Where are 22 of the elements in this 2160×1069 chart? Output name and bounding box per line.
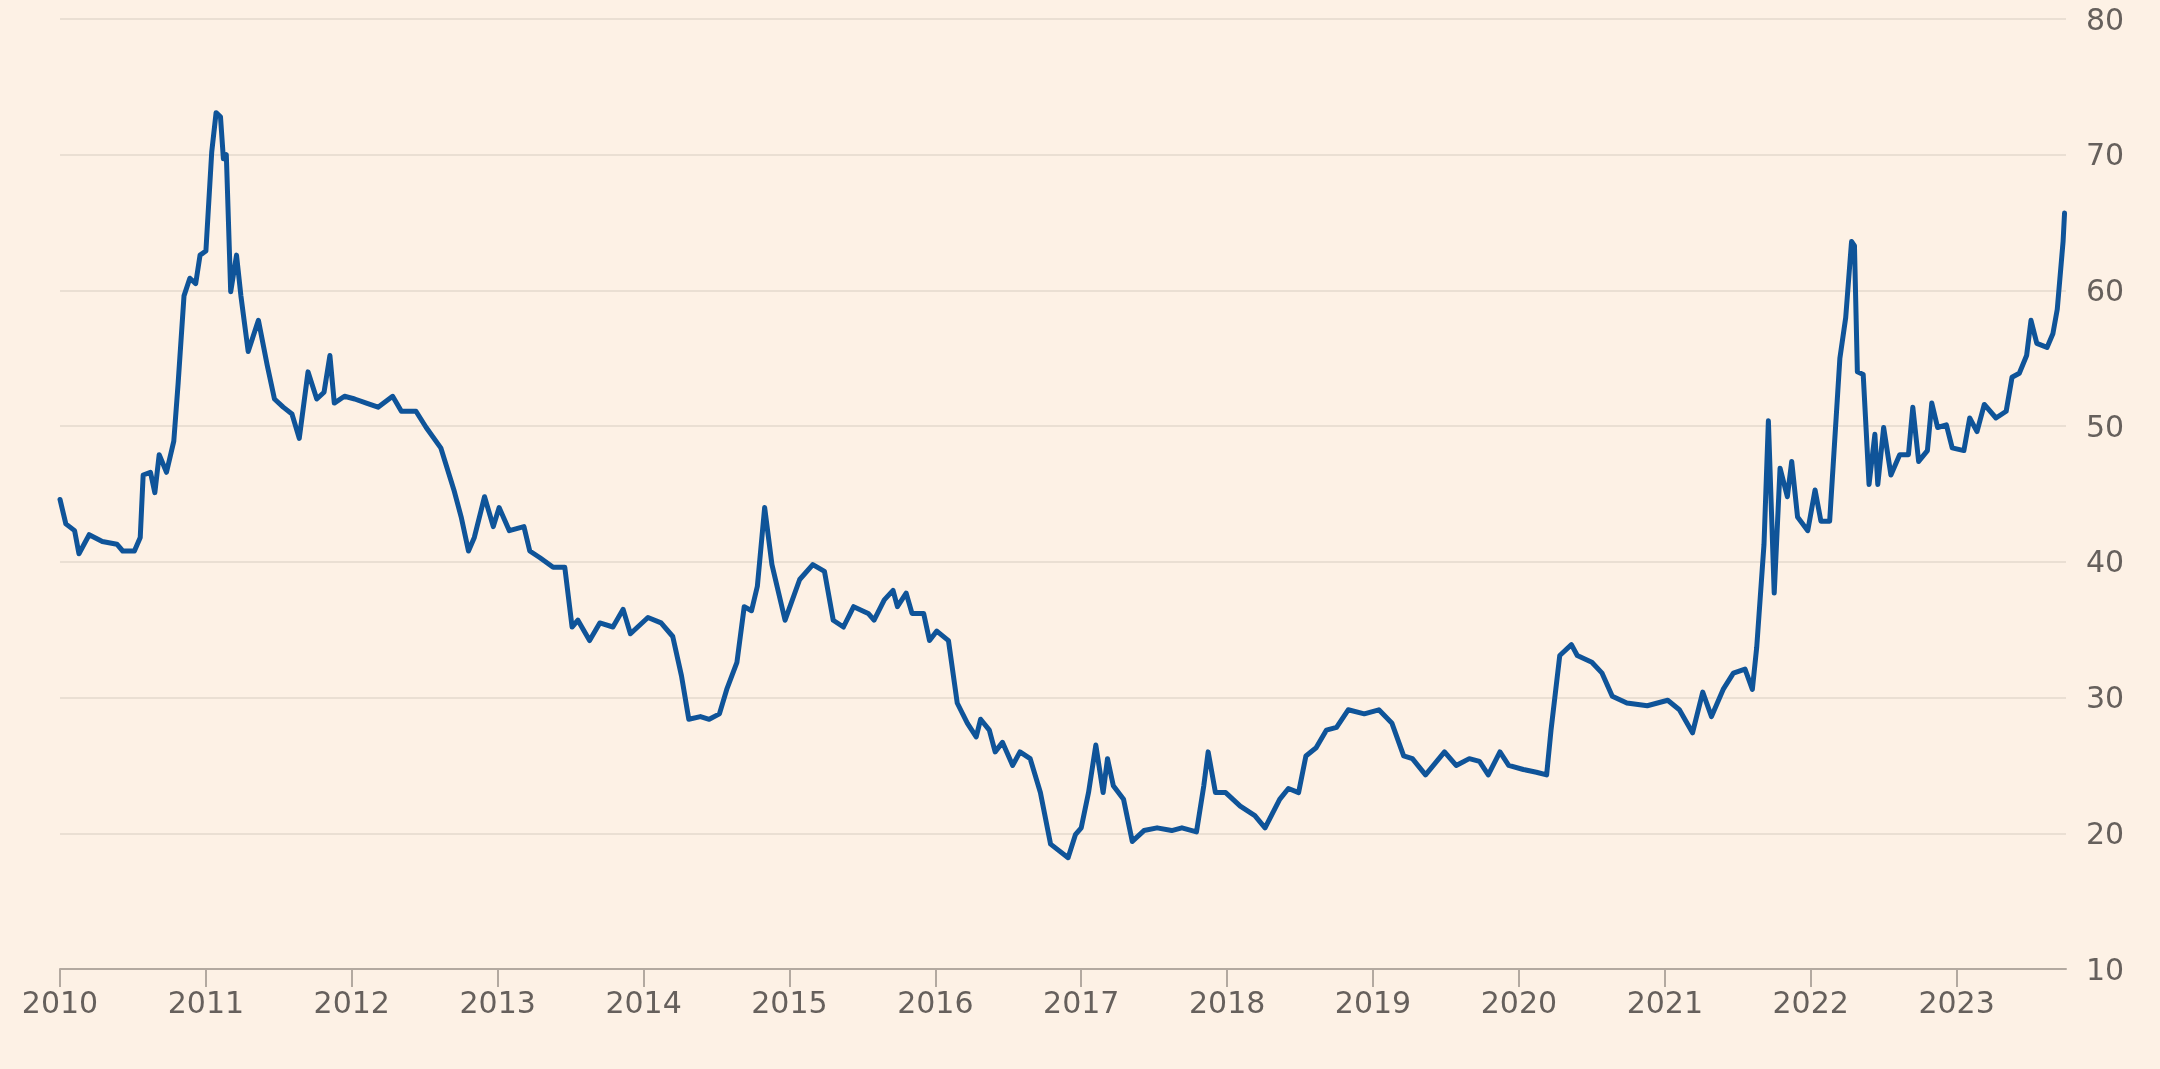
x-tick-label: 2014	[605, 984, 682, 1020]
y-tick-label: 10	[2086, 951, 2125, 987]
x-tick-label: 2018	[1188, 984, 1266, 1020]
x-tick-label: 2019	[1334, 984, 1412, 1020]
x-tick-label: 2016	[897, 984, 974, 1020]
y-tick-label: 30	[2086, 680, 2125, 716]
x-tick-label: 2010	[21, 984, 99, 1020]
y-tick-label: 20	[2086, 815, 2125, 851]
y-tick-label: 40	[2086, 544, 2125, 580]
x-tick-label: 2011	[167, 984, 245, 1020]
x-tick-label: 2022	[1772, 984, 1849, 1020]
x-tick-label: 2020	[1480, 984, 1558, 1020]
x-tick-label: 2013	[459, 984, 536, 1020]
x-tick-label: 2015	[751, 984, 828, 1020]
x-tick-label: 2012	[313, 984, 390, 1020]
y-tick-label: 60	[2086, 272, 2125, 308]
x-tick-label: 2017	[1043, 984, 1120, 1020]
y-tick-label: 50	[2086, 408, 2125, 444]
y-tick-label: 70	[2086, 137, 2125, 173]
x-tick-label: 2023	[1918, 984, 1995, 1020]
x-tick-label: 2021	[1626, 984, 1703, 1020]
y-tick-label: 80	[2086, 1, 2125, 37]
